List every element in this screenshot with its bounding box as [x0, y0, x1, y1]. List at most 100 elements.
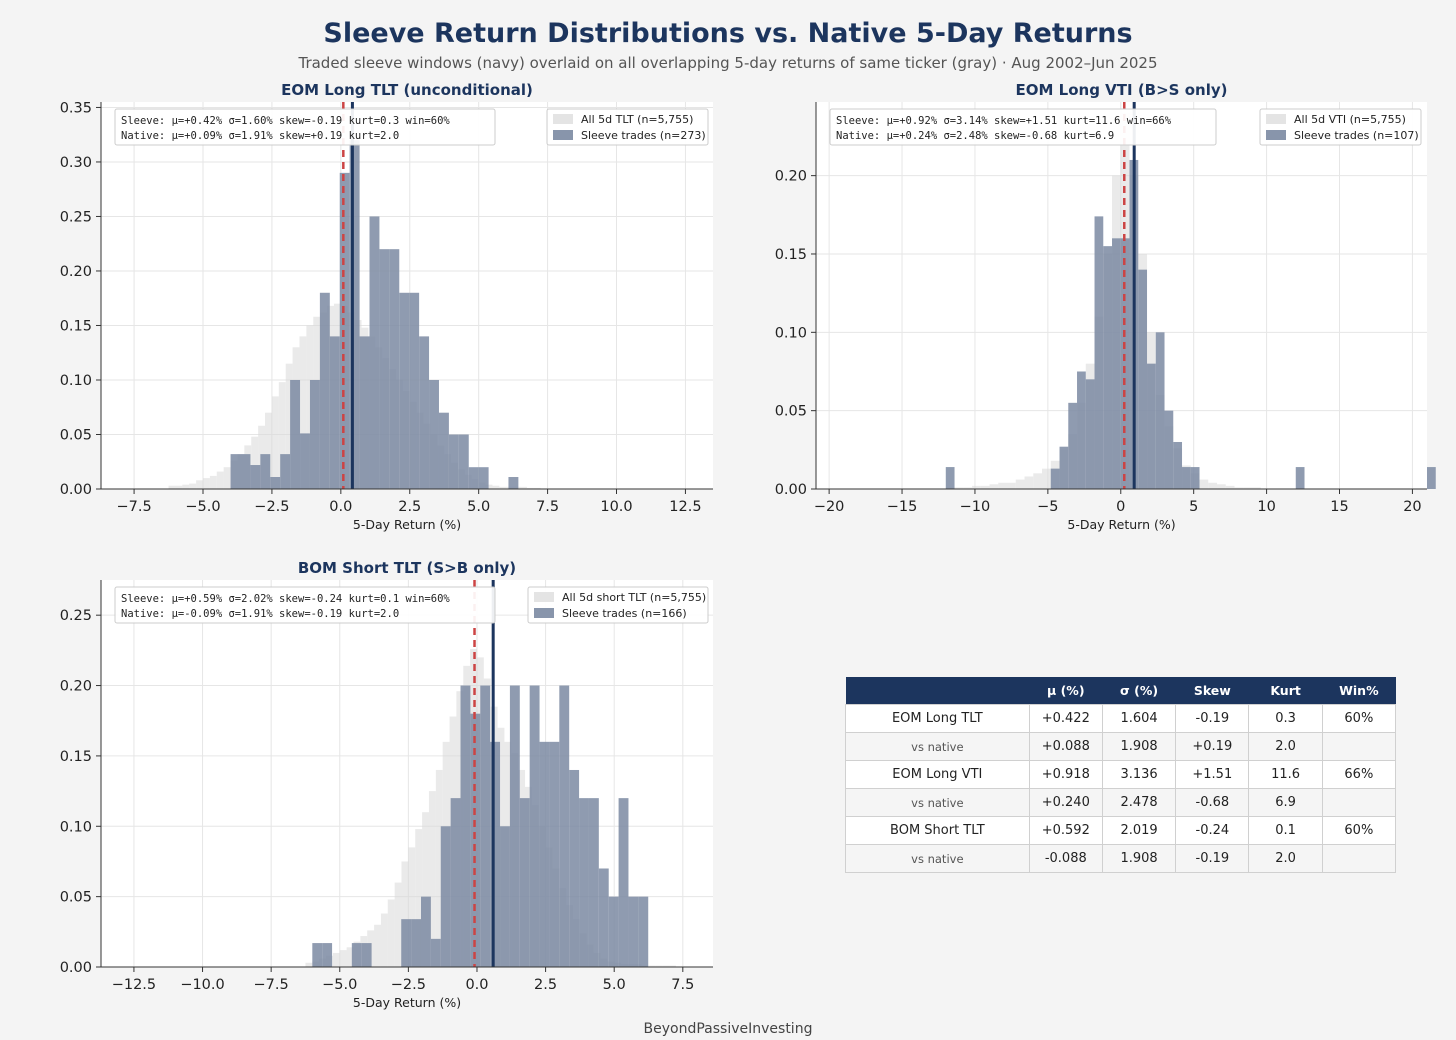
table-header-row: μ (%) σ (%) Skew Kurt Win% — [845, 677, 1396, 705]
sleeve-bar — [458, 434, 469, 489]
x-tick-label: 5.0 — [467, 499, 490, 515]
table-cell: -0.24 — [1175, 816, 1250, 845]
table-row: EOM Long VTI +0.918 3.136 +1.51 11.6 66% — [845, 760, 1397, 789]
x-tick-label: 15 — [1330, 499, 1348, 515]
native-bar — [428, 791, 436, 967]
legend-swatch-sleeve — [534, 608, 554, 618]
table-cell: vs native — [845, 844, 1030, 873]
x-tick-label: −10.0 — [180, 977, 224, 993]
sleeve-bar — [638, 896, 649, 967]
sleeve-bar — [399, 292, 410, 489]
stats-line: Native: μ=+0.09% σ=1.91% skew=+0.19 kurt… — [121, 130, 399, 142]
table-cell: -0.088 — [1028, 844, 1103, 873]
native-bar — [1042, 468, 1051, 489]
native-bar — [299, 336, 307, 489]
summary-stats-table: μ (%) σ (%) Skew Kurt Win% EOM Long TLT … — [845, 677, 1397, 873]
stats-box — [829, 108, 1217, 146]
legend-label-sleeve: Sleeve trades (n=107) — [1294, 129, 1419, 142]
native-bar — [332, 952, 340, 967]
table-row: EOM Long TLT +0.422 1.604 -0.19 0.3 60% — [845, 704, 1397, 733]
x-tick-label: 2.5 — [398, 499, 421, 515]
sleeve-bar — [250, 465, 261, 489]
legend-swatch-native — [1266, 114, 1286, 124]
legend-label-native: All 5d short TLT (n=5,755) — [562, 591, 706, 604]
x-tick-label: −7.5 — [254, 977, 289, 993]
y-tick-label: 0.10 — [60, 373, 92, 389]
native-bar — [1243, 487, 1253, 489]
sleeve-bar — [1295, 467, 1305, 489]
sleeve-bar — [430, 938, 441, 967]
native-bar — [265, 412, 272, 489]
sleeve-bar — [1085, 379, 1095, 489]
y-tick-label: 0.25 — [60, 608, 92, 624]
sleeve-bar — [280, 454, 291, 489]
table-cell: BOM Short TLT — [845, 816, 1030, 845]
sleeve-bar — [1068, 402, 1078, 489]
native-bar — [415, 829, 423, 967]
y-tick-label: 0.10 — [775, 325, 807, 341]
table-row: vs native +0.240 2.478 -0.68 6.9 — [845, 788, 1397, 817]
x-tick-label: −5.0 — [322, 977, 357, 993]
native-bar — [422, 812, 429, 967]
sleeve-bar — [1173, 441, 1183, 489]
table-cell: -0.19 — [1175, 704, 1250, 733]
x-tick-label: −10 — [960, 499, 991, 515]
sleeve-bar — [588, 798, 599, 967]
native-bar — [196, 480, 203, 489]
table-cell: +1.51 — [1175, 760, 1250, 789]
sleeve-bar — [411, 919, 421, 967]
x-tick-label: −15 — [887, 499, 918, 515]
table-cell: EOM Long TLT — [845, 704, 1030, 733]
table-cell: EOM Long VTI — [845, 760, 1030, 789]
native-bar — [972, 485, 981, 489]
table-cell: +0.592 — [1028, 816, 1103, 845]
sleeve-bar — [1147, 363, 1156, 489]
footer-credit: BeyondPassiveInvesting — [643, 1021, 813, 1037]
sleeve-bar — [1164, 410, 1174, 489]
x-tick-label: 10 — [1257, 499, 1275, 515]
sleeve-bar — [460, 685, 471, 967]
table-cell: 60% — [1321, 816, 1397, 845]
y-tick-label: 0.30 — [60, 155, 92, 171]
header-cell: μ (%) — [1029, 677, 1103, 705]
native-bar — [526, 487, 534, 489]
sleeve-bar — [598, 868, 609, 967]
table-cell — [1321, 844, 1397, 873]
table-cell: -0.68 — [1175, 788, 1250, 817]
sleeve-bar — [322, 943, 333, 967]
sleeve-bar — [379, 249, 390, 489]
native-bar — [1252, 487, 1261, 489]
sleeve-bar — [440, 826, 451, 967]
x-tick-label: −12.5 — [112, 977, 156, 993]
sleeve-bar — [945, 467, 955, 489]
native-bar — [203, 478, 210, 489]
table-cell: 0.1 — [1248, 816, 1323, 845]
header-cell: Skew — [1175, 677, 1249, 705]
sleeve-bar — [480, 685, 491, 967]
sleeve-bar — [500, 826, 510, 967]
table-cell: +0.918 — [1028, 760, 1103, 789]
table-cell — [1321, 788, 1397, 817]
legend-swatch-native — [553, 114, 573, 124]
native-bar — [209, 475, 217, 489]
native-bar — [380, 913, 388, 967]
sleeve-bar — [300, 433, 310, 489]
native-bar — [1015, 479, 1025, 489]
x-tick-label: −5.0 — [185, 499, 220, 515]
sleeve-bar — [539, 741, 550, 967]
native-bar — [492, 485, 500, 489]
x-tick-label: 20 — [1403, 499, 1421, 515]
x-tick-label: 2.5 — [534, 977, 557, 993]
stats-line: Sleeve: μ=+0.42% σ=1.60% skew=-0.19 kurt… — [121, 115, 450, 127]
native-bar — [669, 965, 676, 967]
sleeve-bar — [339, 172, 350, 489]
native-bar — [278, 382, 286, 489]
native-bar — [271, 396, 279, 489]
native-bar — [648, 965, 656, 967]
native-bar — [1024, 476, 1034, 489]
native-bar — [954, 487, 964, 489]
sleeve-bar — [490, 741, 501, 967]
stats-line: Native: μ=+0.24% σ=2.48% skew=-0.68 kurt… — [836, 130, 1114, 142]
sleeve-bar — [569, 769, 580, 967]
native-bar — [189, 483, 197, 489]
